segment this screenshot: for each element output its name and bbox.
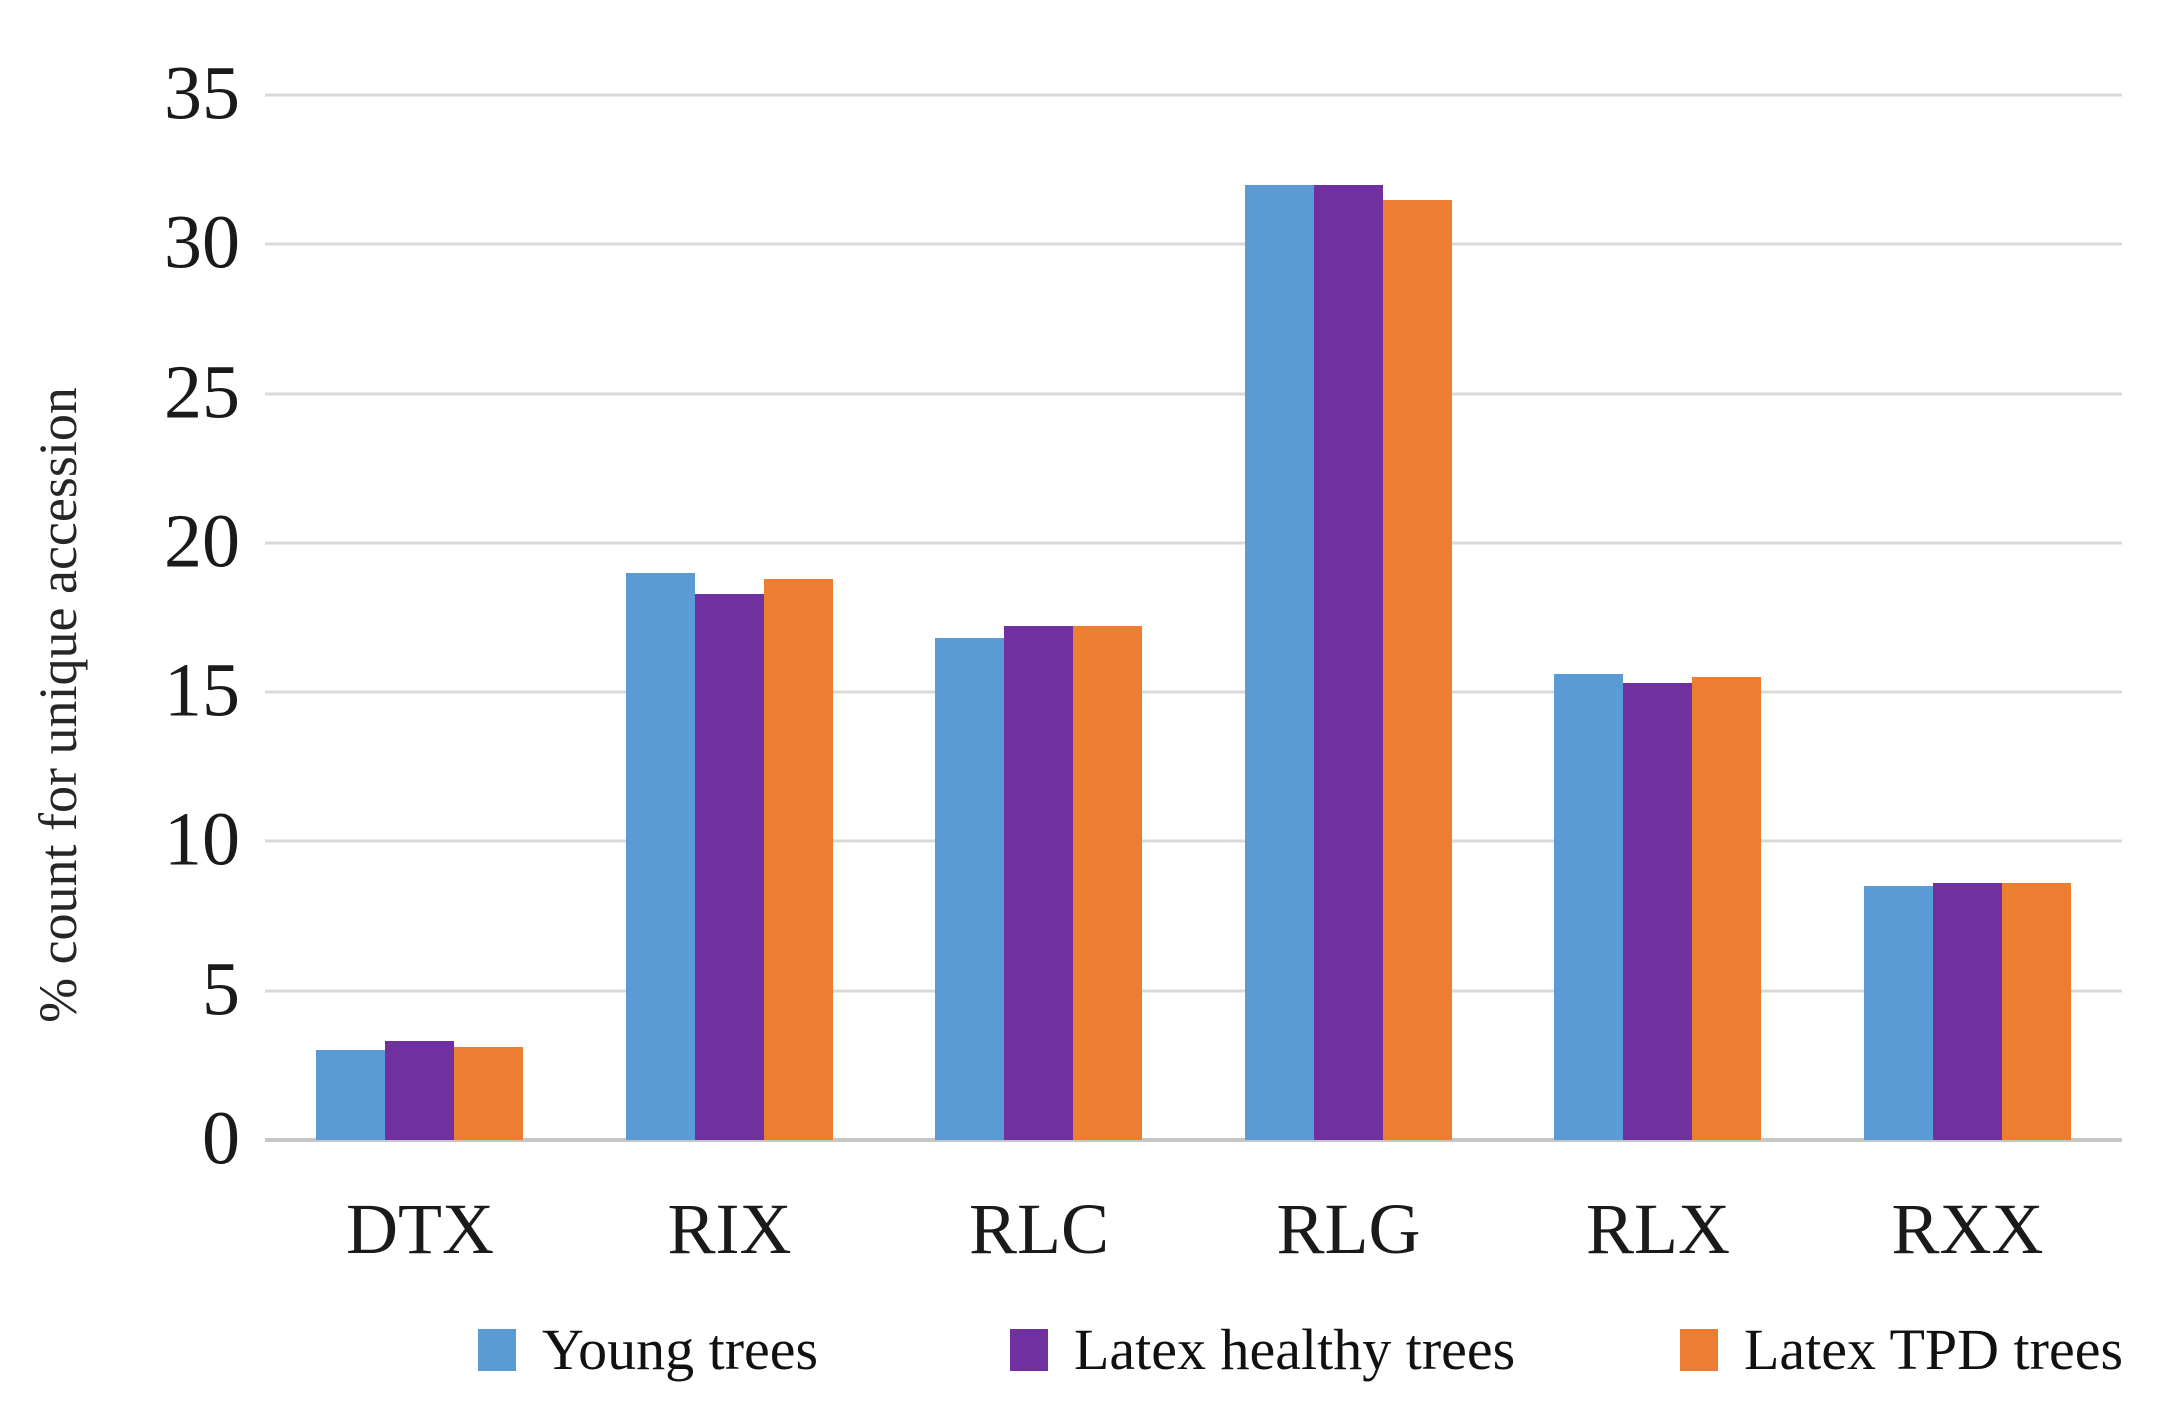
x-label-rlx: RLX xyxy=(1586,1189,1730,1269)
gridline-y-25 xyxy=(265,392,2122,396)
gridline-y-15 xyxy=(265,690,2122,694)
legend-item-2: Latex healthy trees xyxy=(1010,1318,1515,1382)
bar-rlg-series-1 xyxy=(1244,184,1314,1140)
bar-rix-series-1 xyxy=(625,572,695,1140)
plot-area xyxy=(265,93,2122,1142)
x-label-rlc: RLC xyxy=(968,1189,1110,1269)
y-tick-label-10: 10 xyxy=(164,797,240,882)
x-label-dtx: DTX xyxy=(346,1189,494,1269)
bar-rlx-series-3 xyxy=(1692,677,1762,1140)
bar-dtx-series-2 xyxy=(385,1041,455,1140)
bar-dtx-series-3 xyxy=(454,1047,524,1140)
bar-rix-series-3 xyxy=(763,578,833,1140)
legend-swatch-icon xyxy=(478,1329,516,1371)
gridline-y-20 xyxy=(265,541,2122,545)
bar-rlg-series-3 xyxy=(1382,199,1452,1140)
bar-rlx-series-2 xyxy=(1623,683,1693,1140)
bar-rlx-series-1 xyxy=(1554,674,1624,1140)
y-tick-label-30: 30 xyxy=(164,200,240,285)
bar-rlc-series-1 xyxy=(935,638,1005,1140)
legend-item-1: Young trees xyxy=(478,1318,818,1382)
y-tick-label-20: 20 xyxy=(164,499,240,584)
bar-rxx-series-1 xyxy=(1863,886,1933,1140)
y-tick-label-15: 15 xyxy=(164,648,240,733)
x-label-rix: RIX xyxy=(667,1189,792,1269)
legend-label: Latex TPD trees xyxy=(1744,1317,2124,1382)
legend-label: Young trees xyxy=(542,1317,819,1382)
gridline-y-5 xyxy=(265,989,2122,993)
bar-rlc-series-2 xyxy=(1004,626,1074,1140)
gridline-y-35 xyxy=(265,93,2122,97)
gridline-y-10 xyxy=(265,839,2122,843)
legend-label: Latex healthy trees xyxy=(1074,1317,1516,1382)
y-tick-label-0: 0 xyxy=(202,1096,240,1181)
bar-rlg-series-2 xyxy=(1313,184,1383,1140)
gridline-y-30 xyxy=(265,242,2122,246)
x-label-rxx: RXX xyxy=(1891,1189,2044,1269)
x-label-rlg: RLG xyxy=(1276,1189,1421,1269)
x-axis-line xyxy=(265,1138,2122,1142)
y-tick-label-5: 5 xyxy=(202,947,240,1032)
legend-swatch-icon xyxy=(1010,1329,1048,1371)
bar-rxx-series-3 xyxy=(2001,883,2071,1140)
bar-rlc-series-3 xyxy=(1073,626,1143,1140)
y-tick-label-25: 25 xyxy=(164,350,240,435)
bar-rxx-series-2 xyxy=(1932,883,2002,1140)
legend-item-3: Latex TPD trees xyxy=(1680,1318,2123,1382)
legend-swatch-icon xyxy=(1680,1329,1718,1371)
bar-dtx-series-1 xyxy=(316,1050,386,1140)
y-tick-label-35: 35 xyxy=(164,51,240,136)
bar-rix-series-2 xyxy=(694,593,764,1140)
